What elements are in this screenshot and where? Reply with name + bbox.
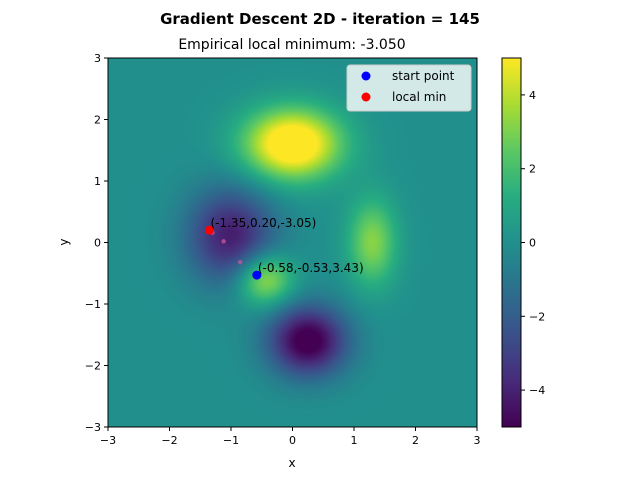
data-points: (-0.58,-0.53,3.43) (-1.35,0.20,-3.05) bbox=[204, 216, 364, 280]
y-tick-label: −1 bbox=[85, 298, 101, 311]
chart-subtitle: Empirical local minimum: -3.050 bbox=[178, 37, 405, 53]
legend-marker bbox=[361, 92, 371, 102]
colorbar-gradient bbox=[502, 58, 521, 427]
path-point bbox=[221, 239, 226, 244]
legend-label: local min bbox=[392, 90, 446, 104]
x-tick-label: 0 bbox=[289, 434, 296, 447]
local-min-point bbox=[204, 225, 214, 235]
x-tick-label: 3 bbox=[474, 434, 481, 447]
x-tick-label: −2 bbox=[161, 434, 177, 447]
x-tick-label: −1 bbox=[223, 434, 239, 447]
start-point-annotation: (-0.58,-0.53,3.43) bbox=[258, 261, 364, 275]
y-axis-label: y bbox=[57, 238, 71, 245]
y-tick-label: −3 bbox=[85, 421, 101, 434]
x-tick-label: −3 bbox=[100, 434, 116, 447]
x-tick-label: 1 bbox=[351, 434, 358, 447]
x-axis: −3 −2 −1 0 1 2 3 bbox=[100, 427, 481, 447]
start-point bbox=[252, 270, 262, 280]
plot-area: (-0.58,-0.53,3.43)(-1.35,0.20,-3.05) −3−… bbox=[85, 52, 481, 447]
y-tick-label: 0 bbox=[94, 237, 101, 250]
legend-marker bbox=[361, 71, 371, 81]
colorbar-tick-label: 2 bbox=[529, 163, 536, 176]
x-tick-label: 2 bbox=[412, 434, 419, 447]
colorbar-tick-label: −4 bbox=[529, 384, 545, 397]
colorbar-tick-label: 4 bbox=[529, 89, 536, 102]
y-axis: −3 −2 −1 0 1 2 3 bbox=[85, 52, 108, 434]
chart-title: Gradient Descent 2D - iteration = 145 bbox=[160, 10, 480, 28]
y-tick-label: 1 bbox=[94, 175, 101, 188]
colorbar-tick-label: 0 bbox=[529, 237, 536, 250]
y-tick-label: −2 bbox=[85, 360, 101, 373]
legend-box bbox=[346, 64, 472, 112]
y-tick-label: 3 bbox=[94, 52, 101, 65]
legend-label: start point bbox=[392, 69, 455, 83]
local-min-annotation: (-1.35,0.20,-3.05) bbox=[210, 216, 316, 230]
colorbar-tick-label: −2 bbox=[529, 310, 545, 323]
x-axis-label: x bbox=[288, 456, 295, 470]
path-point bbox=[238, 259, 243, 265]
heatmap bbox=[108, 58, 477, 427]
colorbar: −4 −2 0 2 4 bbox=[501, 57, 545, 428]
y-tick-label: 2 bbox=[94, 114, 101, 127]
legend: start point local min bbox=[346, 64, 472, 112]
